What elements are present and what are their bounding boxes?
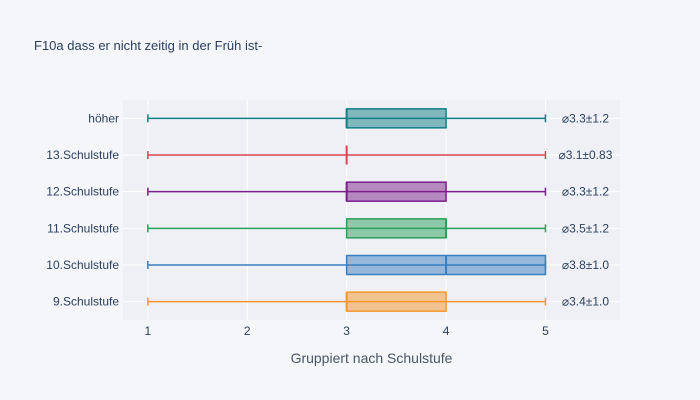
x-tick-label: 3: [343, 324, 350, 338]
box-iqr: [345, 181, 447, 202]
stat-label: ⌀3.1±0.83: [559, 148, 613, 162]
box-iqr: [345, 108, 447, 129]
chart-title: F10a dass er nicht zeitig in der Früh is…: [34, 38, 263, 53]
x-tick-label: 1: [145, 324, 152, 338]
y-tick-label: 11.Schulstufe: [47, 221, 119, 235]
x-axis-title: Gruppiert nach Schulstufe: [291, 350, 453, 366]
y-tick-label: 12.Schulstufe: [46, 185, 119, 199]
y-tick-label: 10.Schulstufe: [46, 258, 119, 272]
stat-label: ⌀3.4±1.0: [562, 295, 610, 309]
stat-label: ⌀3.5±1.2: [562, 221, 610, 235]
y-tick-label: 13.Schulstufe: [46, 148, 119, 162]
x-tick-label: 5: [542, 324, 549, 338]
stat-label: ⌀3.3±1.2: [562, 111, 610, 125]
y-tick-label: 9.Schulstufe: [53, 295, 119, 309]
x-tick-label: 4: [443, 324, 450, 338]
y-tick-label: höher: [88, 111, 119, 125]
plot-background: [123, 100, 620, 320]
stat-label: ⌀3.8±1.0: [562, 258, 610, 272]
box-iqr: [345, 218, 447, 239]
stat-label: ⌀3.3±1.2: [562, 185, 610, 199]
x-tick-label: 2: [244, 324, 251, 338]
box-iqr: [345, 291, 447, 312]
